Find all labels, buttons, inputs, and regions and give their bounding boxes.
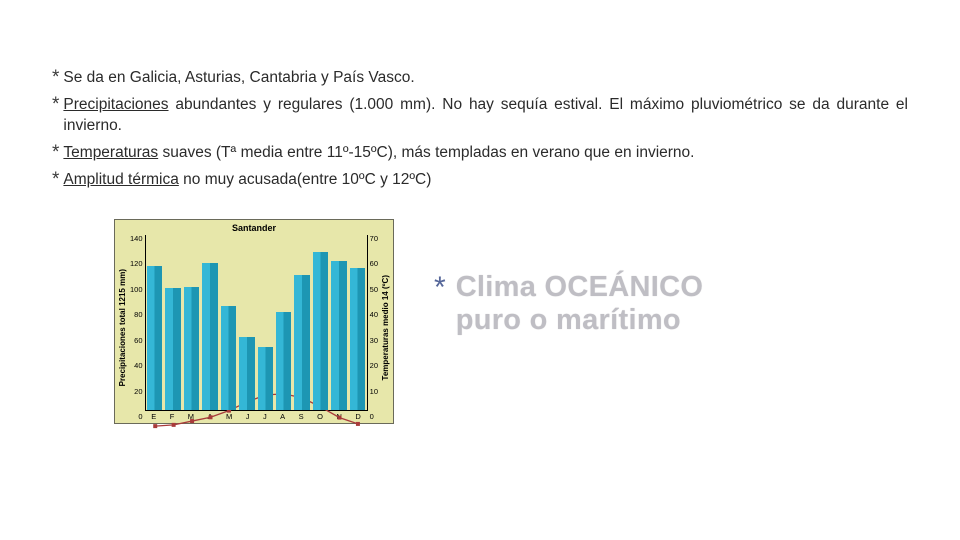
precip-bar <box>294 275 309 409</box>
precip-bar <box>313 252 328 410</box>
y-ticks-right: 706050403020100 <box>368 235 380 421</box>
slide: * Se da en Galicia, Asturias, Cantabria … <box>0 0 960 540</box>
asterisk-icon: * <box>52 143 59 164</box>
precip-bar <box>221 306 236 410</box>
bullet-text: Se da en Galicia, Asturias, Cantabria y … <box>63 68 908 89</box>
bullet-text: Precipitaciones abundantes y regulares (… <box>63 95 908 137</box>
bullet-text: Temperaturas suaves (Tª media entre 11º-… <box>63 143 908 164</box>
slide-title: * Clima OCEÁNICO puro o marítimo <box>434 271 703 338</box>
lower-row: Santander Precipitaciones total 1215 mm)… <box>52 219 908 424</box>
precip-bar <box>276 312 291 410</box>
precip-bar <box>147 266 162 410</box>
precip-bar <box>258 347 273 410</box>
precip-bar <box>239 337 254 409</box>
plot-area <box>145 235 368 411</box>
chart-body: Precipitaciones total 1215 mm) 140120100… <box>117 235 391 421</box>
precip-bar <box>350 268 365 409</box>
y-axis-right-label: Temperaturas medio 14 (ºC) <box>380 275 391 380</box>
asterisk-icon: * <box>434 273 446 303</box>
bullet-item: * Amplitud térmica no muy acusada(entre … <box>52 170 908 191</box>
precip-bar <box>184 287 199 410</box>
asterisk-icon: * <box>52 170 59 191</box>
bullet-item: * Temperaturas suaves (Tª media entre 11… <box>52 143 908 164</box>
precip-bar <box>202 263 217 410</box>
asterisk-icon: * <box>52 95 59 116</box>
asterisk-icon: * <box>52 68 59 89</box>
bullet-text: Amplitud térmica no muy acusada(entre 10… <box>63 170 908 191</box>
y-axis-left-label: Precipitaciones total 1215 mm) <box>117 269 128 386</box>
precip-bar <box>165 288 180 409</box>
precip-bar <box>331 261 346 409</box>
chart-title: Santander <box>232 223 276 233</box>
title-text: Clima OCEÁNICO puro o marítimo <box>456 271 704 338</box>
plot-column: EFMAMJJASOND <box>145 235 368 421</box>
y-ticks-left: 140120100806040200 <box>128 235 145 421</box>
bullet-item: * Precipitaciones abundantes y regulares… <box>52 95 908 137</box>
bullet-list: * Se da en Galicia, Asturias, Cantabria … <box>52 68 908 191</box>
climograph-chart: Santander Precipitaciones total 1215 mm)… <box>114 219 394 424</box>
bullet-item: * Se da en Galicia, Asturias, Cantabria … <box>52 68 908 89</box>
